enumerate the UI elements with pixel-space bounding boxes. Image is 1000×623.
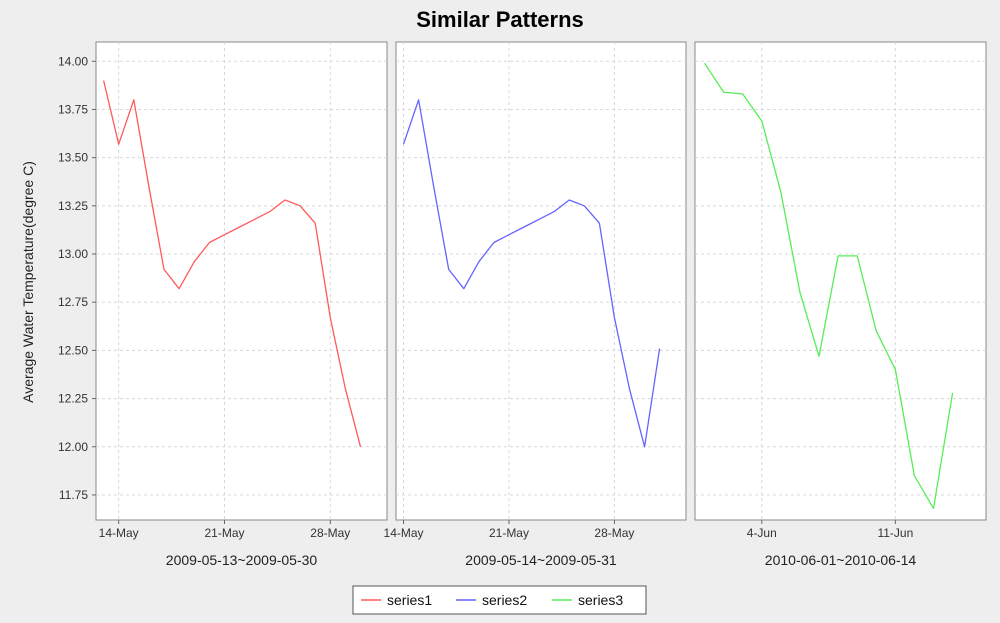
data-point — [742, 93, 744, 95]
series-line-series3 — [703, 62, 954, 510]
series-line-series1 — [102, 80, 362, 447]
panel-3: 4-Jun 11-Jun 2010-06-01~2010-06-14 — [694, 41, 987, 568]
data-point — [403, 143, 405, 145]
x-axis-label: 2010-06-01~2010-06-14 — [765, 552, 917, 568]
data-point — [254, 219, 256, 221]
x-tick-label: 21-May — [204, 526, 244, 540]
data-point — [224, 234, 226, 236]
data-point — [133, 99, 135, 101]
data-point — [780, 192, 782, 194]
data-point — [178, 288, 180, 290]
y-tick-label: 13.50 — [58, 151, 88, 165]
plot-area — [694, 41, 987, 521]
data-point — [761, 120, 763, 122]
y-tick-label: 13.75 — [58, 102, 88, 116]
data-point — [538, 219, 540, 221]
legend: series1 series2 series3 — [352, 585, 647, 615]
data-point — [314, 222, 316, 224]
data-point — [914, 475, 916, 477]
y-tick-label: 12.75 — [58, 295, 88, 309]
data-point — [239, 226, 241, 228]
data-point — [837, 255, 839, 257]
data-point — [433, 186, 435, 188]
data-point — [875, 330, 877, 332]
data-point — [284, 199, 286, 201]
chart-panels: 14-May 21-May 28-May2009-05-13~2009-05-301… — [95, 41, 987, 568]
data-point — [448, 269, 450, 271]
x-tick-label: 14-May — [384, 526, 424, 540]
data-point — [895, 369, 897, 371]
data-point — [952, 392, 954, 394]
panel-2: 14-May 21-May 28-May 2009-05-14~2009-05-31 — [384, 41, 687, 568]
y-axis: 14.00 13.75 13.50 13.25 13.00 12.75 12.50 12.25… — [58, 54, 96, 502]
data-point — [856, 255, 858, 257]
data-point — [644, 446, 646, 448]
data-point — [269, 211, 271, 213]
data-point — [330, 317, 332, 319]
data-point — [659, 348, 661, 350]
data-point — [463, 288, 465, 290]
y-tick-label: 12.00 — [58, 440, 88, 454]
data-point — [508, 234, 510, 236]
data-point — [148, 186, 150, 188]
y-axis-label: Average Water Temperature(degree C) — [20, 161, 36, 403]
x-tick-label: 14-May — [99, 526, 139, 540]
data-point — [568, 199, 570, 201]
x-tick-label: 4-Jun — [747, 526, 777, 540]
y-tick-label: 14.00 — [58, 54, 88, 68]
data-point — [933, 508, 935, 510]
x-tick-label: 21-May — [489, 526, 529, 540]
legend-box — [352, 585, 647, 615]
legend-label-series2: series2 — [482, 592, 527, 608]
legend-label-series3: series3 — [578, 592, 623, 608]
data-point — [493, 242, 495, 244]
y-tick-label: 12.25 — [58, 392, 88, 406]
plot-area — [395, 41, 687, 521]
chart-title: Similar Patterns — [416, 7, 584, 32]
data-point — [523, 226, 525, 228]
plot-area — [95, 41, 388, 521]
data-point — [360, 446, 362, 448]
x-tick-label: 11-Jun — [877, 526, 913, 540]
data-point — [629, 388, 631, 390]
data-point — [584, 205, 586, 207]
data-point — [209, 242, 211, 244]
data-point — [799, 292, 801, 294]
data-point — [478, 261, 480, 263]
x-axis-label: 2009-05-13~2009-05-30 — [166, 552, 318, 568]
data-point — [599, 222, 601, 224]
data-point — [704, 62, 706, 64]
data-point — [345, 388, 347, 390]
data-point — [553, 211, 555, 213]
data-point — [163, 269, 165, 271]
data-point — [299, 205, 301, 207]
data-point — [723, 91, 725, 93]
data-point — [818, 355, 820, 357]
panel-1: 14-May 21-May 28-May 2009-05-13~2009-05-30 — [95, 41, 388, 568]
y-tick-label: 13.25 — [58, 199, 88, 213]
x-tick-label: 28-May — [310, 526, 350, 540]
data-point — [418, 99, 420, 101]
y-tick-label: 13.00 — [58, 247, 88, 261]
y-tick-label: 12.50 — [58, 343, 88, 357]
data-point — [118, 143, 120, 145]
legend-label-series1: series1 — [387, 592, 432, 608]
data-point — [193, 261, 195, 263]
x-tick-label: 28-May — [594, 526, 634, 540]
y-tick-label: 11.75 — [59, 488, 88, 502]
x-axis-label: 2009-05-14~2009-05-31 — [465, 552, 617, 568]
data-point — [614, 317, 616, 319]
series-line-series2 — [402, 99, 661, 448]
data-point — [103, 80, 105, 82]
